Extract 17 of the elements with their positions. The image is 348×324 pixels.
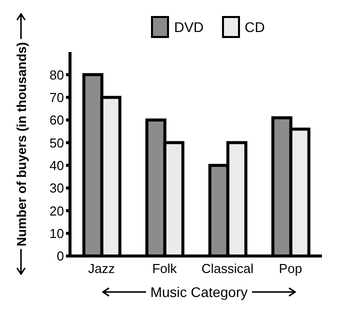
x-tick-label: Folk bbox=[152, 261, 178, 276]
y-tick-label: 20 bbox=[50, 203, 64, 218]
y-tick-label: 80 bbox=[50, 67, 64, 82]
y-tick-label: 50 bbox=[50, 135, 64, 150]
y-tick-label: 10 bbox=[50, 226, 64, 241]
legend-label: DVD bbox=[174, 19, 204, 35]
x-tick-label: Pop bbox=[278, 261, 302, 276]
y-tick-label: 40 bbox=[50, 158, 64, 173]
y-tick-label: 60 bbox=[50, 112, 64, 128]
x-axis-title: Music Category bbox=[150, 284, 248, 300]
y-tick-label: 30 bbox=[50, 180, 64, 196]
y-axis-title: Number of buyers (in thousands) bbox=[14, 42, 28, 246]
legend-label: CD bbox=[244, 19, 265, 35]
x-tick-label: Classical bbox=[201, 261, 254, 276]
y-tick-label: 70 bbox=[50, 90, 64, 105]
y-tick-label: 0 bbox=[56, 248, 64, 264]
x-tick-label: Jazz bbox=[88, 261, 115, 276]
